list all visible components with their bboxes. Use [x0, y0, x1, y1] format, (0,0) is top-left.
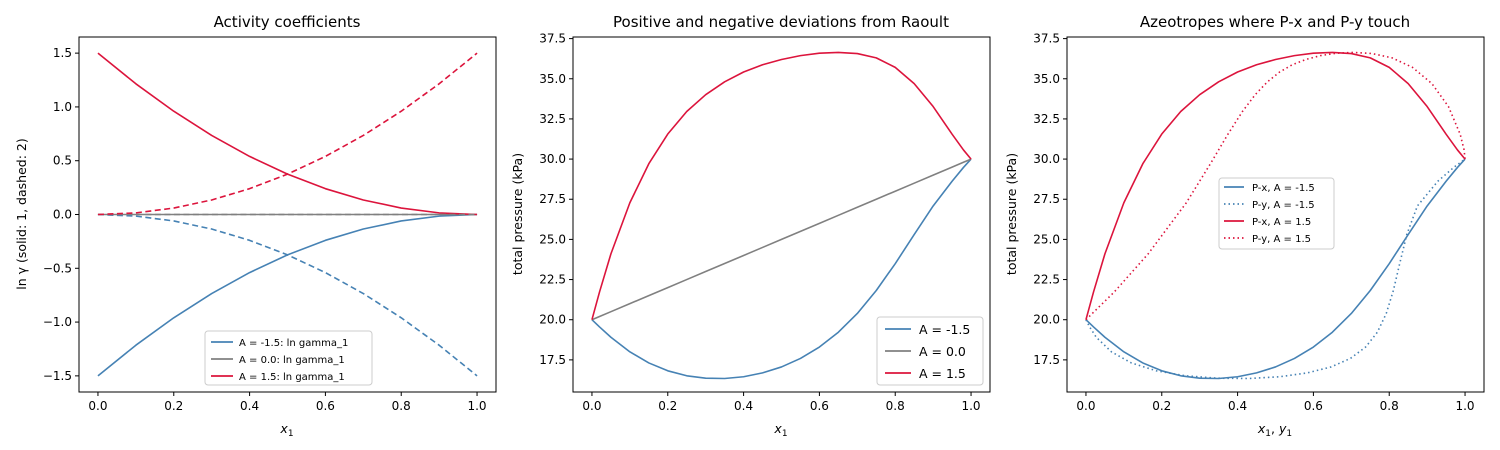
x-tick-label: 1.0 [961, 399, 980, 413]
x-axis-label: x1 [773, 421, 787, 439]
series-line-pos-solid [591, 51, 972, 320]
y-tick-label: 22.5 [1033, 273, 1060, 287]
tick-layer: 0.0 0.2 0.4 0.6 0.8 1.0 −1.5 −1.0 −0.5 0.0 0.5 1.0 1… [43, 46, 487, 413]
plot-frame [572, 36, 991, 393]
y-tick-label: 17.5 [539, 353, 566, 367]
series-line-neg-solid [1085, 158, 1466, 380]
legend-label: A = -1.5 [919, 322, 970, 337]
series-line-pos-solid [1085, 51, 1466, 320]
x-tick-label: 0.6 [316, 399, 335, 413]
y-tick-label: 20.0 [539, 313, 566, 327]
y-tick-label: 27.5 [1033, 192, 1060, 206]
panel-title: Activity coefficients [214, 13, 361, 31]
x-tick-label: 0.0 [582, 399, 601, 413]
panel-title: Azeotropes where P-x and P-y touch [1140, 13, 1410, 31]
y-tick-label: 35.0 [1033, 72, 1060, 86]
x-axis-label: x1, y1 [1257, 421, 1292, 439]
plot-frame [1066, 36, 1485, 393]
legend-label: A = 1.5 [919, 366, 966, 381]
y-tick-label: 30.0 [1033, 152, 1060, 166]
x-tick-label: 1.0 [1455, 399, 1474, 413]
y-tick-label: 0.0 [53, 208, 72, 222]
y-tick-label: −1.0 [43, 315, 72, 329]
legend-label: P-y, A = 1.5 [1252, 234, 1311, 245]
y-tick-label: 22.5 [539, 273, 566, 287]
legend-box [204, 330, 373, 386]
x-tick-label: 0.2 [1152, 399, 1171, 413]
legend-label: P-x, A = -1.5 [1252, 183, 1315, 194]
legend-label: P-y, A = -1.5 [1252, 200, 1315, 211]
y-tick-label: 32.5 [539, 112, 566, 126]
x-tick-label: 0.8 [1380, 399, 1399, 413]
legend: P-x, A = -1.5 P-y, A = -1.5 P-x, A = 1.5… [1218, 177, 1335, 250]
y-tick-label: 30.0 [539, 152, 566, 166]
series-layer [591, 51, 972, 380]
y-tick-label: 35.0 [539, 72, 566, 86]
legend-box [1218, 177, 1335, 250]
y-tick-label: 27.5 [539, 192, 566, 206]
legend-label: A = 0.0: ln gamma_1 [239, 355, 345, 366]
series-line-neg-dotted [1085, 158, 1466, 380]
y-tick-label: 1.0 [53, 100, 72, 114]
y-tick-label: 25.0 [539, 232, 566, 246]
x-tick-label: 0.2 [658, 399, 677, 413]
series-line-neg-dashed [97, 213, 478, 377]
legend-label: A = 0.0 [919, 344, 966, 359]
legend-box [876, 316, 984, 386]
series-line-pos-dotted [1085, 51, 1466, 321]
y-axis-label: total pressure (kPa) [510, 153, 525, 275]
y-tick-label: 20.0 [1033, 313, 1060, 327]
legend-label: A = 1.5: ln gamma_1 [239, 372, 345, 383]
y-tick-label: 25.0 [1033, 232, 1060, 246]
tick-layer: 0.0 0.2 0.4 0.6 0.8 1.0 17.5 20.0 22.5 25.0 27.5 30… [539, 32, 980, 413]
azeotropes-panel: Azeotropes where P-x and P-y touch x1, y… [1004, 13, 1485, 439]
series-line-zero-solid [591, 158, 972, 321]
legend-label: A = -1.5: ln gamma_1 [239, 338, 348, 349]
y-tick-label: 37.5 [1033, 32, 1060, 46]
x-tick-label: 0.6 [810, 399, 829, 413]
x-tick-label: 0.4 [1228, 399, 1247, 413]
x-tick-label: 0.6 [1304, 399, 1323, 413]
x-tick-label: 0.0 [88, 399, 107, 413]
panel-title: Positive and negative deviations from Ra… [613, 13, 949, 31]
series-layer [97, 52, 478, 377]
x-tick-label: 0.4 [240, 399, 259, 413]
y-tick-label: 37.5 [539, 32, 566, 46]
y-tick-label: −0.5 [43, 261, 72, 275]
legend: A = -1.5 A = 0.0 A = 1.5 [876, 316, 984, 386]
y-tick-label: 1.5 [53, 46, 72, 60]
series-line-neg-solid [591, 158, 972, 380]
x-tick-label: 1.0 [467, 399, 486, 413]
tick-layer: 0.0 0.2 0.4 0.6 0.8 1.0 17.5 20.0 22.5 25.0 27.5 30… [1033, 32, 1474, 413]
x-tick-label: 0.2 [164, 399, 183, 413]
legend-label: P-x, A = 1.5 [1252, 217, 1311, 228]
x-tick-label: 0.8 [392, 399, 411, 413]
series-layer [1085, 51, 1466, 380]
x-tick-label: 0.4 [734, 399, 753, 413]
x-tick-label: 0.0 [1076, 399, 1095, 413]
plot-frame [78, 36, 497, 393]
y-axis-label: ln γ (solid: 1, dashed: 2) [14, 138, 29, 289]
y-tick-label: 17.5 [1033, 353, 1060, 367]
activity-coefficients-panel: Activity coefficients x1 ln γ (solid: 1,… [14, 13, 497, 439]
raoult-deviations-panel: Positive and negative deviations from Ra… [510, 13, 991, 439]
series-line-pos-dashed [97, 52, 478, 216]
y-tick-label: −1.5 [43, 369, 72, 383]
legend: A = -1.5: ln gamma_1 A = 0.0: ln gamma_1… [204, 330, 373, 386]
y-tick-label: 32.5 [1033, 112, 1060, 126]
y-tick-label: 0.5 [53, 154, 72, 168]
x-axis-label: x1 [279, 421, 293, 439]
x-tick-label: 0.8 [886, 399, 905, 413]
y-axis-label: total pressure (kPa) [1004, 153, 1019, 275]
